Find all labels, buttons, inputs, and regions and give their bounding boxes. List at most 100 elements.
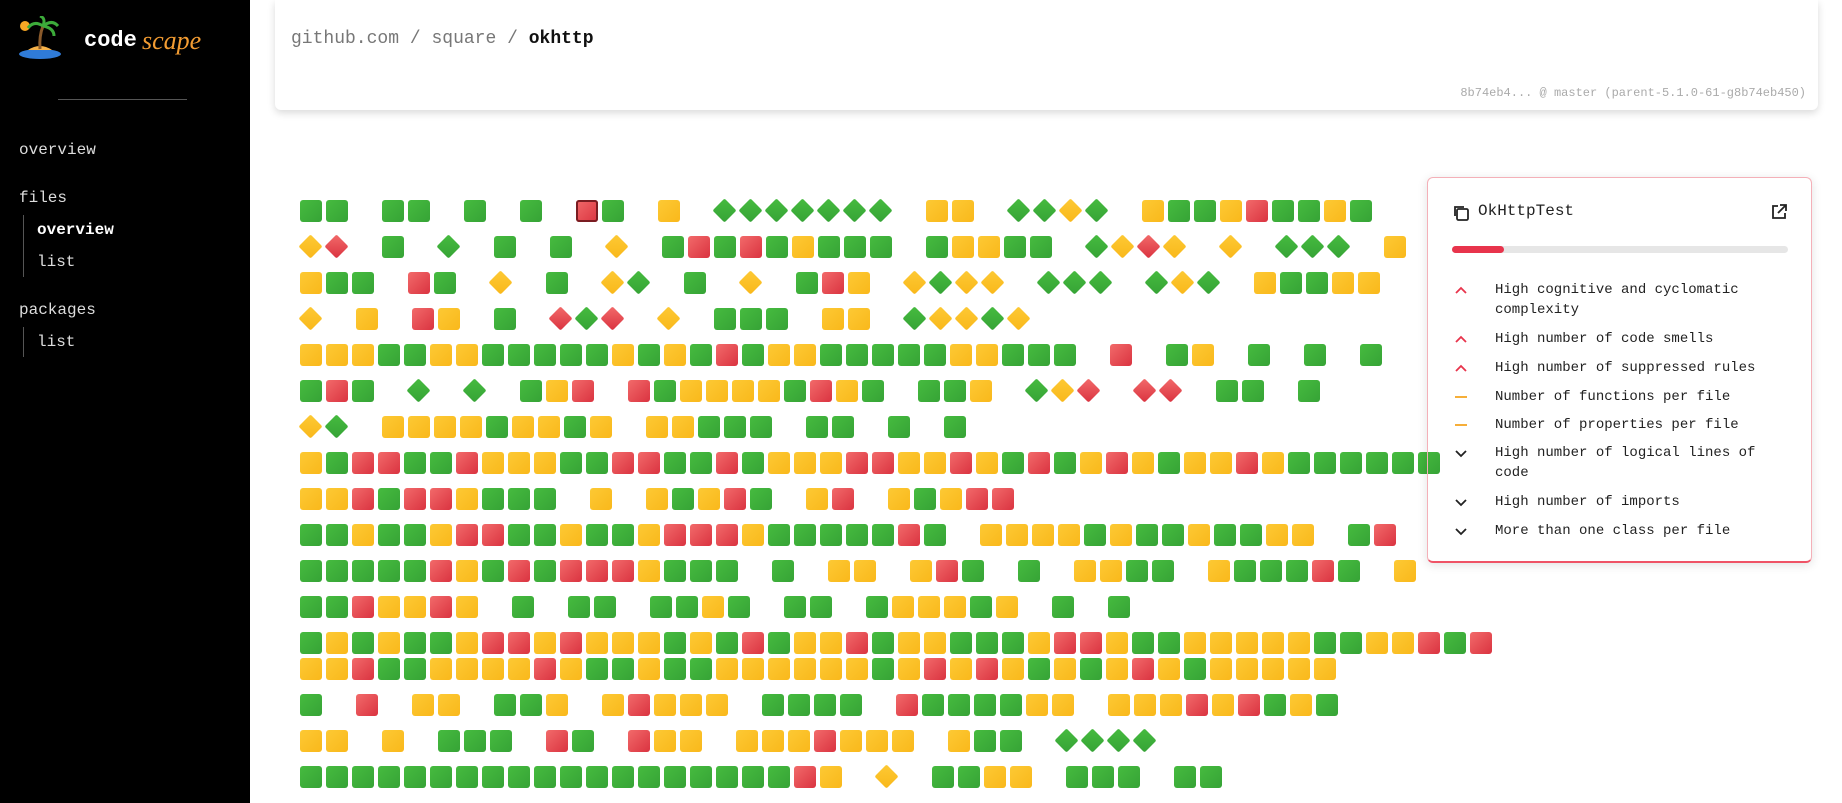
- tile[interactable]: [716, 524, 738, 546]
- tile[interactable]: [1314, 658, 1336, 680]
- tile[interactable]: [438, 694, 460, 716]
- tile[interactable]: [862, 380, 884, 402]
- tile[interactable]: [788, 730, 810, 752]
- tile[interactable]: [716, 658, 738, 680]
- tile[interactable]: [430, 452, 452, 474]
- tile[interactable]: [1028, 344, 1050, 366]
- tile[interactable]: [872, 452, 894, 474]
- tile-diamond[interactable]: [626, 270, 651, 295]
- tile[interactable]: [508, 658, 530, 680]
- tile[interactable]: [794, 632, 816, 654]
- tile-selected[interactable]: [576, 200, 598, 222]
- tile[interactable]: [1444, 632, 1466, 654]
- tile[interactable]: [1106, 632, 1128, 654]
- tile[interactable]: [1066, 766, 1088, 788]
- tile[interactable]: [794, 524, 816, 546]
- tile[interactable]: [404, 596, 426, 618]
- tile[interactable]: [742, 524, 764, 546]
- tile[interactable]: [456, 632, 478, 654]
- tile[interactable]: [546, 694, 568, 716]
- tile[interactable]: [1262, 452, 1284, 474]
- tile[interactable]: [352, 658, 374, 680]
- tile[interactable]: [546, 380, 568, 402]
- tile[interactable]: [944, 416, 966, 438]
- tile-diamond[interactable]: [1006, 306, 1031, 331]
- tile[interactable]: [1160, 694, 1182, 716]
- tile[interactable]: [300, 694, 322, 716]
- tile[interactable]: [1052, 694, 1074, 716]
- tile[interactable]: [1108, 596, 1130, 618]
- tile[interactable]: [438, 730, 460, 752]
- tile-diamond[interactable]: [574, 306, 599, 331]
- tile[interactable]: [1054, 344, 1076, 366]
- crumb[interactable]: github.com: [291, 29, 400, 49]
- tile[interactable]: [932, 766, 954, 788]
- tile-diamond[interactable]: [816, 198, 841, 223]
- tile-diamond[interactable]: [712, 198, 737, 223]
- tile[interactable]: [1002, 452, 1024, 474]
- tile-diamond[interactable]: [1218, 234, 1243, 259]
- tile[interactable]: [326, 730, 348, 752]
- tile-diamond[interactable]: [298, 414, 323, 439]
- tile[interactable]: [742, 344, 764, 366]
- tile[interactable]: [684, 272, 706, 294]
- tile[interactable]: [560, 766, 582, 788]
- tile[interactable]: [750, 416, 772, 438]
- tile[interactable]: [1288, 632, 1310, 654]
- tile-diamond[interactable]: [738, 270, 763, 295]
- tile[interactable]: [892, 730, 914, 752]
- tile[interactable]: [1006, 524, 1028, 546]
- tile[interactable]: [378, 344, 400, 366]
- tile[interactable]: [950, 344, 972, 366]
- tile[interactable]: [888, 488, 910, 510]
- tile[interactable]: [460, 416, 482, 438]
- tile[interactable]: [950, 452, 972, 474]
- tile[interactable]: [326, 658, 348, 680]
- tile[interactable]: [1358, 272, 1380, 294]
- tile[interactable]: [612, 524, 634, 546]
- tile[interactable]: [612, 452, 634, 474]
- tile[interactable]: [806, 416, 828, 438]
- tile-diamond[interactable]: [656, 306, 681, 331]
- tile[interactable]: [300, 200, 322, 222]
- tile[interactable]: [1000, 730, 1022, 752]
- tile[interactable]: [378, 596, 400, 618]
- tile-diamond[interactable]: [436, 234, 461, 259]
- tile[interactable]: [326, 344, 348, 366]
- tile[interactable]: [1074, 560, 1096, 582]
- tile[interactable]: [680, 380, 702, 402]
- tile[interactable]: [750, 488, 772, 510]
- tile[interactable]: [1234, 560, 1256, 582]
- tile[interactable]: [534, 452, 556, 474]
- tile[interactable]: [1262, 632, 1284, 654]
- tile[interactable]: [976, 452, 998, 474]
- tile[interactable]: [1288, 658, 1310, 680]
- tile[interactable]: [612, 560, 634, 582]
- tile[interactable]: [974, 694, 996, 716]
- tile[interactable]: [412, 694, 434, 716]
- tile-diamond[interactable]: [928, 306, 953, 331]
- tile[interactable]: [810, 596, 832, 618]
- tile[interactable]: [1212, 694, 1234, 716]
- tile[interactable]: [980, 524, 1002, 546]
- tile[interactable]: [404, 488, 426, 510]
- tile[interactable]: [564, 416, 586, 438]
- tile-diamond[interactable]: [1132, 728, 1157, 753]
- tile[interactable]: [846, 344, 868, 366]
- tile[interactable]: [1340, 452, 1362, 474]
- tile[interactable]: [508, 488, 530, 510]
- tile[interactable]: [970, 380, 992, 402]
- tile[interactable]: [806, 488, 828, 510]
- tile[interactable]: [1168, 200, 1190, 222]
- tile[interactable]: [430, 524, 452, 546]
- tile[interactable]: [612, 632, 634, 654]
- tile[interactable]: [1262, 658, 1284, 680]
- tile-diamond[interactable]: [1054, 728, 1079, 753]
- tile[interactable]: [984, 766, 1006, 788]
- tile[interactable]: [572, 730, 594, 752]
- tile[interactable]: [676, 596, 698, 618]
- tile[interactable]: [762, 694, 784, 716]
- tile[interactable]: [512, 416, 534, 438]
- tile[interactable]: [962, 560, 984, 582]
- tile[interactable]: [602, 694, 624, 716]
